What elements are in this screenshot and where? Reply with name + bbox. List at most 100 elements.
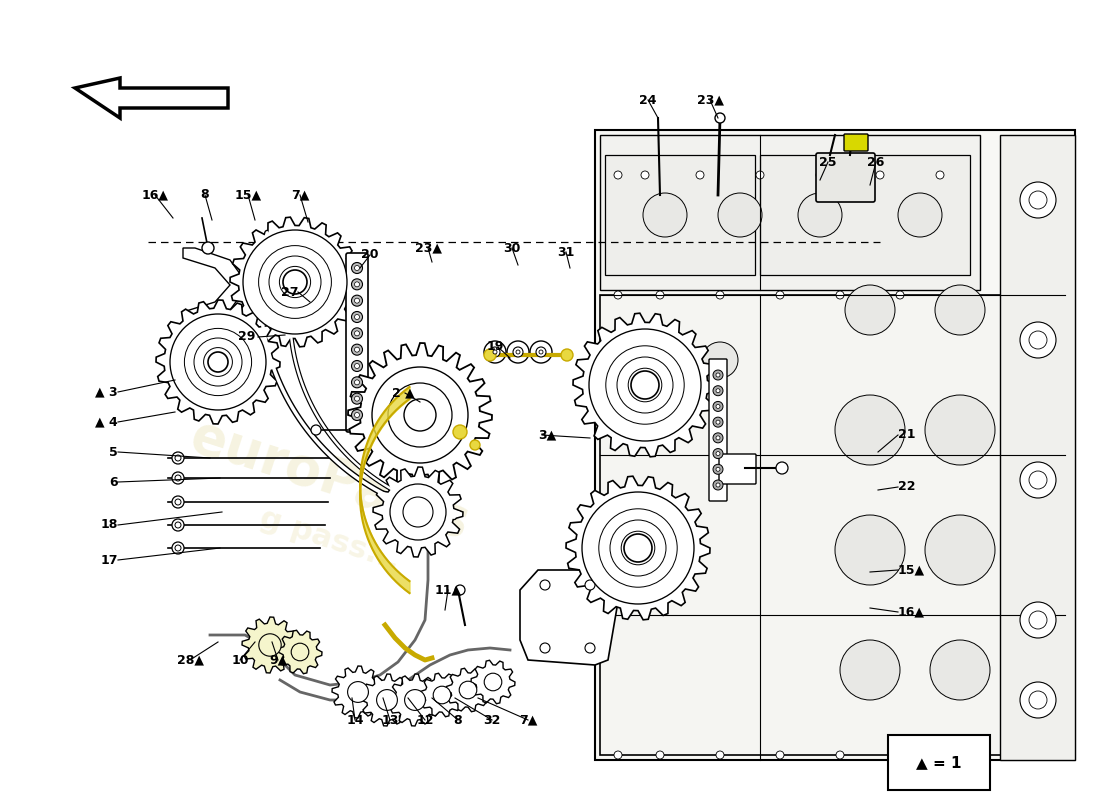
FancyBboxPatch shape <box>888 735 990 790</box>
Circle shape <box>352 262 363 274</box>
Text: 27: 27 <box>280 286 298 298</box>
Text: 7▲: 7▲ <box>290 189 309 202</box>
Circle shape <box>836 291 844 299</box>
Circle shape <box>632 342 668 378</box>
Circle shape <box>936 171 944 179</box>
Circle shape <box>716 405 720 409</box>
Circle shape <box>175 455 182 461</box>
Text: g pass...: g pass... <box>256 504 404 576</box>
Circle shape <box>713 417 723 427</box>
Circle shape <box>354 413 360 418</box>
Circle shape <box>716 751 724 759</box>
Circle shape <box>716 373 720 377</box>
Circle shape <box>455 585 465 595</box>
Circle shape <box>836 751 844 759</box>
Circle shape <box>352 361 363 371</box>
Text: 8: 8 <box>453 714 462 726</box>
Circle shape <box>716 467 720 471</box>
Circle shape <box>354 266 360 270</box>
Text: 23▲: 23▲ <box>696 94 724 106</box>
Circle shape <box>390 484 446 540</box>
Polygon shape <box>389 674 441 726</box>
Circle shape <box>896 291 904 299</box>
Circle shape <box>433 686 451 704</box>
Circle shape <box>202 242 215 254</box>
Circle shape <box>388 383 452 447</box>
Text: ▲ = 1: ▲ = 1 <box>916 755 961 770</box>
Circle shape <box>405 690 426 710</box>
Text: 15▲: 15▲ <box>898 563 925 577</box>
Circle shape <box>172 452 184 464</box>
Circle shape <box>352 279 363 290</box>
Circle shape <box>243 230 346 334</box>
Polygon shape <box>520 570 620 665</box>
Circle shape <box>925 395 996 465</box>
Circle shape <box>930 640 990 700</box>
Circle shape <box>493 350 497 354</box>
Circle shape <box>1028 331 1047 349</box>
Circle shape <box>656 291 664 299</box>
Circle shape <box>876 171 884 179</box>
FancyBboxPatch shape <box>844 134 868 151</box>
Polygon shape <box>183 248 248 322</box>
Circle shape <box>258 634 282 656</box>
Circle shape <box>716 389 720 393</box>
Circle shape <box>718 193 762 237</box>
Circle shape <box>610 520 665 576</box>
Circle shape <box>1020 182 1056 218</box>
Circle shape <box>208 352 228 372</box>
Circle shape <box>470 440 480 450</box>
Circle shape <box>279 266 310 298</box>
Circle shape <box>716 291 724 299</box>
Circle shape <box>1028 691 1047 709</box>
Circle shape <box>716 436 720 440</box>
Circle shape <box>354 347 360 352</box>
Circle shape <box>835 395 905 465</box>
Text: 18: 18 <box>100 518 118 531</box>
Circle shape <box>1020 322 1056 358</box>
Circle shape <box>1020 682 1056 718</box>
Circle shape <box>756 171 764 179</box>
Circle shape <box>484 341 506 363</box>
Polygon shape <box>156 300 280 424</box>
Text: 9▲: 9▲ <box>268 654 287 666</box>
Circle shape <box>376 690 397 710</box>
Circle shape <box>172 542 184 554</box>
FancyBboxPatch shape <box>710 359 727 501</box>
Circle shape <box>835 515 905 585</box>
Text: ▲ 3: ▲ 3 <box>96 386 118 398</box>
Circle shape <box>716 483 720 487</box>
Text: 7▲: 7▲ <box>519 714 537 726</box>
Circle shape <box>641 171 649 179</box>
Circle shape <box>713 370 723 380</box>
Circle shape <box>539 350 543 354</box>
Circle shape <box>631 371 659 399</box>
Circle shape <box>1028 611 1047 629</box>
Circle shape <box>606 346 684 424</box>
Text: 19: 19 <box>486 341 504 354</box>
Text: 6: 6 <box>109 475 118 489</box>
Circle shape <box>172 472 184 484</box>
Circle shape <box>598 509 678 587</box>
Circle shape <box>348 682 369 702</box>
Text: 28▲: 28▲ <box>176 654 204 666</box>
Circle shape <box>713 402 723 411</box>
Circle shape <box>311 425 321 435</box>
Circle shape <box>696 171 704 179</box>
Circle shape <box>516 350 520 354</box>
Circle shape <box>453 425 468 439</box>
Circle shape <box>459 682 476 699</box>
Text: 5: 5 <box>109 446 118 458</box>
Polygon shape <box>373 467 463 557</box>
Circle shape <box>175 475 182 481</box>
Text: ▲ 4: ▲ 4 <box>96 415 118 429</box>
FancyBboxPatch shape <box>605 155 755 275</box>
Text: euroParts: euroParts <box>184 410 476 550</box>
Circle shape <box>1028 191 1047 209</box>
Circle shape <box>175 545 182 551</box>
Polygon shape <box>595 130 1075 760</box>
Circle shape <box>170 314 266 410</box>
Text: 15▲: 15▲ <box>234 189 262 202</box>
Circle shape <box>713 480 723 490</box>
Text: 23▲: 23▲ <box>415 242 441 254</box>
